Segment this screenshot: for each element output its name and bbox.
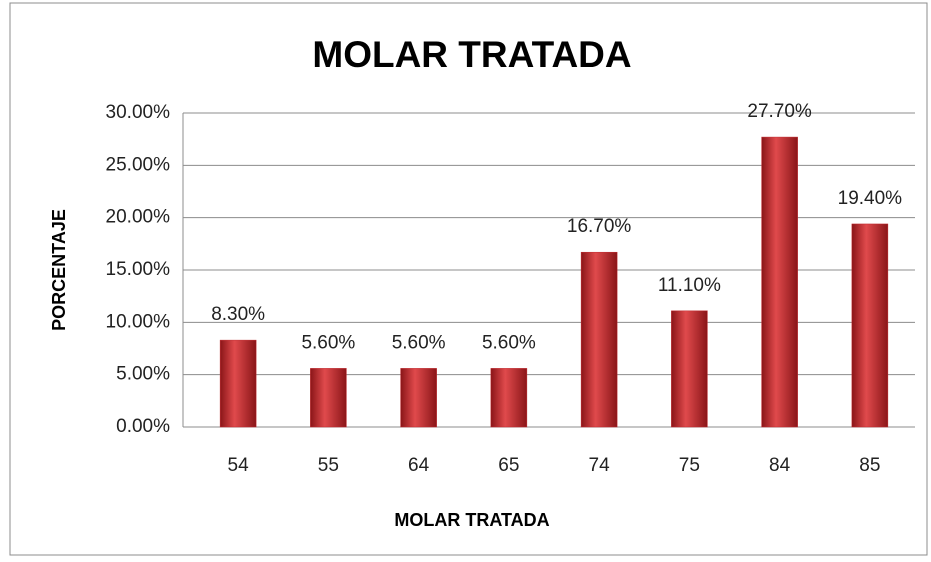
x-tick-label: 65 [498, 455, 519, 476]
bar [671, 310, 708, 428]
y-axis-label: PORCENTAJE [49, 209, 69, 331]
y-tick-label: 25.00% [106, 154, 171, 175]
y-tick-label: 15.00% [106, 259, 171, 280]
y-tick-label: 30.00% [106, 102, 171, 123]
data-label: 19.40% [838, 188, 903, 209]
x-tick-label: 85 [859, 455, 880, 476]
bar [761, 136, 798, 428]
x-tick-label: 54 [228, 455, 250, 476]
chart-title: MOLAR TRATADA [312, 34, 631, 75]
data-label: 5.60% [392, 332, 446, 353]
bar [490, 368, 528, 428]
y-tick-label: 0.00% [116, 416, 170, 437]
x-tick-label: 64 [408, 455, 430, 476]
x-tick-label: 75 [679, 455, 700, 476]
bar [580, 251, 618, 428]
x-tick-label: 55 [318, 455, 339, 476]
data-label: 16.70% [567, 216, 632, 237]
data-label: 5.60% [301, 332, 355, 353]
bar [310, 368, 347, 428]
data-label: 11.10% [658, 275, 721, 296]
data-label: 5.60% [482, 332, 536, 353]
x-tick-label: 84 [769, 455, 791, 476]
bar [219, 339, 257, 428]
x-axis-label: MOLAR TRATADA [394, 510, 549, 530]
y-tick-label: 20.00% [106, 207, 171, 228]
y-tick-label: 10.00% [106, 311, 171, 332]
x-tick-label: 74 [589, 455, 611, 476]
data-label: 27.70% [747, 101, 812, 122]
y-tick-label: 5.00% [116, 364, 170, 385]
bar [400, 368, 437, 428]
data-label: 8.30% [211, 304, 265, 325]
bar [851, 223, 889, 428]
